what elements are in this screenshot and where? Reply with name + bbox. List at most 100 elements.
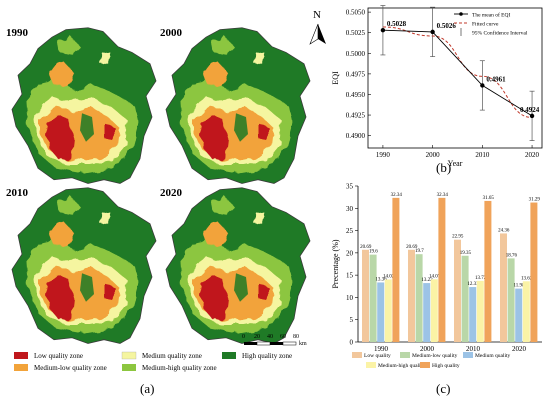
legend-swatch	[463, 352, 473, 358]
legend-swatch	[366, 362, 376, 368]
bar	[454, 239, 461, 342]
data-label: 32.34	[437, 193, 449, 198]
map-2000: 2000	[160, 27, 310, 184]
map-year-label: 2000	[160, 27, 183, 39]
x-tick-label: 2020	[512, 345, 527, 353]
scale-tick: 60	[280, 334, 286, 340]
bar	[515, 288, 523, 342]
scale-tick: 0	[242, 334, 245, 340]
bar	[423, 283, 431, 342]
data-label: 13.36	[375, 277, 387, 282]
bar	[484, 200, 492, 342]
data-label: 20.69	[360, 245, 372, 250]
x-tick-label: 1990	[376, 151, 391, 159]
y-tick-label: 0.5025	[346, 29, 366, 37]
bar	[522, 281, 530, 342]
map-year-label: 1990	[6, 27, 29, 39]
map-year-label: 2020	[160, 187, 183, 199]
data-label: 13.22	[421, 278, 433, 283]
data-label: 32.34	[391, 193, 403, 198]
y-tick-label: 30	[346, 205, 354, 213]
data-label: 20.69	[406, 245, 418, 250]
data-label: 22.95	[452, 235, 464, 240]
y-tick-label: 0.4950	[346, 91, 366, 99]
x-tick-label: 2000	[420, 345, 435, 353]
y-tick-label: 0.4900	[346, 132, 366, 140]
y-tick-label: 10	[346, 294, 354, 302]
legend-swatch	[121, 351, 137, 360]
y-tick-label: 35	[346, 183, 354, 191]
legend-label: High quality zone	[242, 352, 292, 360]
data-label: 24.36	[498, 228, 510, 233]
x-tick-label: 2010	[466, 345, 481, 353]
data-label: 0.4961	[486, 75, 506, 83]
map-2010: 2010	[6, 187, 156, 344]
bar	[415, 254, 423, 342]
data-label: 18.76	[506, 253, 518, 258]
y-tick-label: 0.5000	[346, 50, 366, 58]
caption-b: (b)	[436, 160, 451, 175]
scale-tick: 80	[293, 334, 299, 340]
data-label: 0.4924	[520, 106, 540, 114]
scale-unit: km	[299, 341, 307, 347]
bar	[500, 233, 507, 342]
x-tick-label: 1990	[374, 345, 389, 353]
x-tick-label: 2000	[426, 151, 441, 159]
bar	[384, 279, 392, 342]
map-panel: 1990 2000 2010 2020 N 0 20 40 60	[6, 9, 326, 396]
legend-label: Medium-low quality zone	[34, 364, 107, 372]
y-tick-label: 0	[350, 339, 354, 347]
data-label: 19.35	[460, 251, 472, 256]
legend-label: Medium quality zone	[142, 352, 202, 360]
data-label: 0.5028	[387, 20, 407, 28]
x-tick-label: 2020	[525, 151, 540, 159]
y-tick-label: 0.4975	[346, 70, 366, 78]
bar	[438, 197, 446, 342]
north-arrow-icon	[309, 23, 326, 45]
bar	[392, 197, 400, 342]
y-tick-label: 0.4925	[346, 112, 366, 120]
data-label: 14.07	[429, 274, 441, 279]
legend-label: Medium quality	[475, 353, 511, 359]
bar	[430, 279, 438, 342]
legend-label: Fitted curve	[472, 22, 499, 28]
north-label: N	[313, 9, 321, 21]
data-label: 14.02	[383, 275, 395, 280]
data-point	[380, 28, 386, 33]
legend-swatch	[352, 352, 362, 358]
data-label: 13.62	[521, 276, 533, 281]
map-1990: 1990	[6, 27, 156, 184]
y-tick-label: 25	[346, 227, 354, 235]
bar	[530, 202, 538, 342]
bar	[461, 255, 469, 342]
y-tick-label: 0.5050	[346, 9, 366, 17]
x-axis-label: Year	[448, 159, 463, 168]
bar	[369, 254, 377, 342]
legend-label: High quality	[432, 363, 460, 369]
legend-swatch	[420, 362, 430, 368]
y-tick-label: 15	[346, 272, 354, 280]
data-label: 13.72	[475, 276, 487, 281]
legend-marker	[459, 12, 463, 16]
eqi-line-chart: 0.4900 0.4925 0.4950 0.4975 0.5000 0.5025 0.50…	[331, 5, 543, 168]
legend-label: Medium-low quality	[412, 353, 458, 359]
legend-label: 95% Confidence Interval	[472, 30, 528, 37]
legend-swatch	[222, 352, 236, 359]
map-legend: Low quality zone Medium-low quality zone…	[14, 351, 292, 372]
legend-label: Medium-high quality	[378, 363, 425, 369]
data-label: 0.5026	[437, 22, 457, 30]
legend-label: Low quality	[364, 353, 391, 359]
data-label: 31.29	[529, 198, 541, 203]
map-year-label: 2010	[6, 187, 29, 199]
y-axis-label: Precentage (%)	[331, 239, 340, 288]
y-tick-label: 5	[350, 316, 354, 324]
bar	[362, 249, 369, 342]
series-line-fitted-curve	[382, 26, 533, 119]
bar	[469, 287, 477, 342]
bar	[476, 280, 484, 342]
bar	[507, 258, 515, 342]
scale-tick: 40	[267, 334, 273, 340]
data-point	[480, 83, 485, 88]
data-point	[430, 29, 435, 35]
data-label: 19.6	[369, 250, 378, 255]
